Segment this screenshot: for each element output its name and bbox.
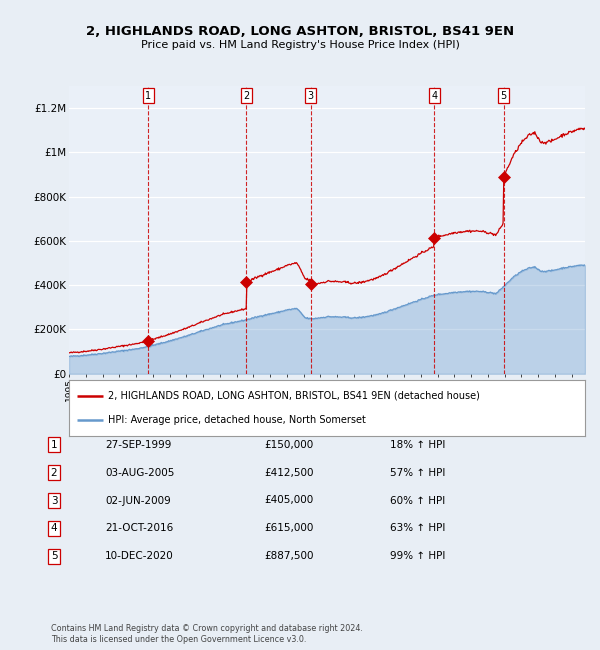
Text: 2, HIGHLANDS ROAD, LONG ASHTON, BRISTOL, BS41 9EN: 2, HIGHLANDS ROAD, LONG ASHTON, BRISTOL,… [86,25,514,38]
Text: £412,500: £412,500 [264,467,314,478]
Text: 2, HIGHLANDS ROAD, LONG ASHTON, BRISTOL, BS41 9EN (detached house): 2, HIGHLANDS ROAD, LONG ASHTON, BRISTOL,… [108,391,479,400]
Text: £615,000: £615,000 [264,523,313,534]
Text: 3: 3 [50,495,58,506]
Text: 2: 2 [50,467,58,478]
Text: 27-SEP-1999: 27-SEP-1999 [105,439,172,450]
Text: 99% ↑ HPI: 99% ↑ HPI [390,551,445,562]
Text: 21-OCT-2016: 21-OCT-2016 [105,523,173,534]
Text: 3: 3 [308,91,314,101]
Text: Price paid vs. HM Land Registry's House Price Index (HPI): Price paid vs. HM Land Registry's House … [140,40,460,50]
Text: 4: 4 [431,91,437,101]
Text: 60% ↑ HPI: 60% ↑ HPI [390,495,445,506]
Text: 10-DEC-2020: 10-DEC-2020 [105,551,174,562]
Text: HPI: Average price, detached house, North Somerset: HPI: Average price, detached house, Nort… [108,415,365,425]
Text: 57% ↑ HPI: 57% ↑ HPI [390,467,445,478]
Text: 1: 1 [50,439,58,450]
Text: 63% ↑ HPI: 63% ↑ HPI [390,523,445,534]
Text: 5: 5 [500,91,507,101]
Text: £887,500: £887,500 [264,551,314,562]
Text: 4: 4 [50,523,58,534]
Text: 18% ↑ HPI: 18% ↑ HPI [390,439,445,450]
Text: 03-AUG-2005: 03-AUG-2005 [105,467,175,478]
Text: 2: 2 [243,91,250,101]
Text: 5: 5 [50,551,58,562]
Text: £405,000: £405,000 [264,495,313,506]
Text: £150,000: £150,000 [264,439,313,450]
Text: 1: 1 [145,91,151,101]
Text: Contains HM Land Registry data © Crown copyright and database right 2024.
This d: Contains HM Land Registry data © Crown c… [51,624,363,644]
Text: 02-JUN-2009: 02-JUN-2009 [105,495,171,506]
